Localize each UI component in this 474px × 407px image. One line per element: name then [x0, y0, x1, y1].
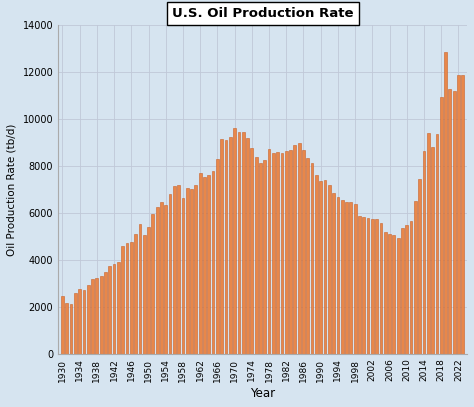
Bar — [177, 186, 180, 354]
Bar — [113, 264, 116, 354]
Title: U.S. Oil Production Rate: U.S. Oil Production Rate — [172, 7, 353, 20]
Bar — [289, 150, 292, 354]
Bar — [392, 235, 395, 354]
Bar — [315, 175, 318, 354]
Bar — [78, 289, 81, 354]
Bar — [229, 137, 232, 354]
Bar — [194, 185, 197, 354]
Bar — [186, 188, 189, 354]
Bar — [237, 132, 240, 354]
Bar — [380, 223, 383, 354]
Bar — [444, 52, 447, 354]
Bar — [345, 202, 348, 354]
Bar — [268, 149, 271, 354]
Bar — [91, 278, 94, 354]
Bar — [199, 173, 201, 354]
Bar — [431, 147, 434, 354]
Bar — [255, 157, 257, 354]
Bar — [302, 150, 305, 354]
Bar — [250, 148, 253, 354]
Bar — [401, 228, 404, 354]
Bar — [143, 235, 146, 354]
Bar — [121, 246, 124, 354]
Bar — [332, 193, 335, 354]
Bar — [225, 140, 228, 354]
Bar — [95, 278, 98, 354]
Bar — [87, 285, 90, 354]
Bar — [341, 200, 344, 354]
Bar — [203, 177, 206, 354]
Bar — [281, 153, 283, 354]
Bar — [65, 304, 68, 354]
Bar — [233, 128, 236, 354]
Bar — [375, 219, 378, 354]
Bar — [298, 143, 301, 354]
Bar — [164, 205, 167, 354]
Bar — [397, 238, 400, 354]
Bar — [293, 145, 296, 354]
Bar — [216, 159, 219, 354]
Bar — [138, 224, 141, 354]
Bar — [388, 234, 391, 354]
Bar — [169, 194, 172, 354]
Bar — [117, 262, 120, 354]
Bar — [242, 132, 245, 354]
Bar — [220, 139, 223, 354]
Bar — [448, 89, 451, 354]
Bar — [134, 234, 137, 354]
Bar — [208, 175, 210, 354]
Bar — [259, 163, 262, 354]
Bar — [440, 96, 443, 354]
Bar — [384, 232, 387, 354]
Bar — [173, 186, 176, 354]
Bar — [306, 158, 309, 354]
Bar — [246, 138, 249, 354]
Bar — [151, 214, 154, 354]
Bar — [82, 289, 85, 354]
Bar — [310, 163, 313, 354]
Bar — [319, 181, 322, 354]
Bar — [457, 74, 460, 354]
Bar — [126, 243, 128, 354]
Bar — [362, 217, 365, 354]
Bar — [354, 204, 356, 354]
Bar — [156, 207, 158, 354]
Bar — [427, 133, 430, 354]
Bar — [109, 266, 111, 354]
Bar — [349, 202, 352, 354]
Bar — [276, 152, 279, 354]
Bar — [61, 296, 64, 354]
Bar — [130, 242, 133, 354]
Bar — [147, 227, 150, 354]
Bar — [405, 225, 408, 354]
Bar — [100, 276, 102, 354]
Bar — [324, 179, 327, 354]
Bar — [358, 216, 361, 354]
Bar — [436, 134, 438, 354]
Bar — [337, 197, 339, 354]
Bar — [453, 91, 456, 354]
Bar — [328, 186, 331, 354]
Bar — [285, 151, 288, 354]
Bar — [419, 179, 421, 354]
Bar — [182, 198, 184, 354]
Bar — [410, 221, 412, 354]
Bar — [212, 171, 214, 354]
Bar — [190, 188, 193, 354]
Y-axis label: Oil Production Rate (tb/d): Oil Production Rate (tb/d) — [7, 123, 17, 256]
Bar — [264, 160, 266, 354]
Bar — [74, 293, 77, 354]
Bar — [367, 218, 369, 354]
Bar — [371, 219, 374, 354]
X-axis label: Year: Year — [250, 387, 275, 400]
Bar — [461, 74, 464, 354]
Bar — [70, 304, 73, 354]
Bar — [414, 201, 417, 354]
Bar — [423, 151, 425, 354]
Bar — [104, 271, 107, 354]
Bar — [160, 202, 163, 354]
Bar — [272, 153, 275, 354]
